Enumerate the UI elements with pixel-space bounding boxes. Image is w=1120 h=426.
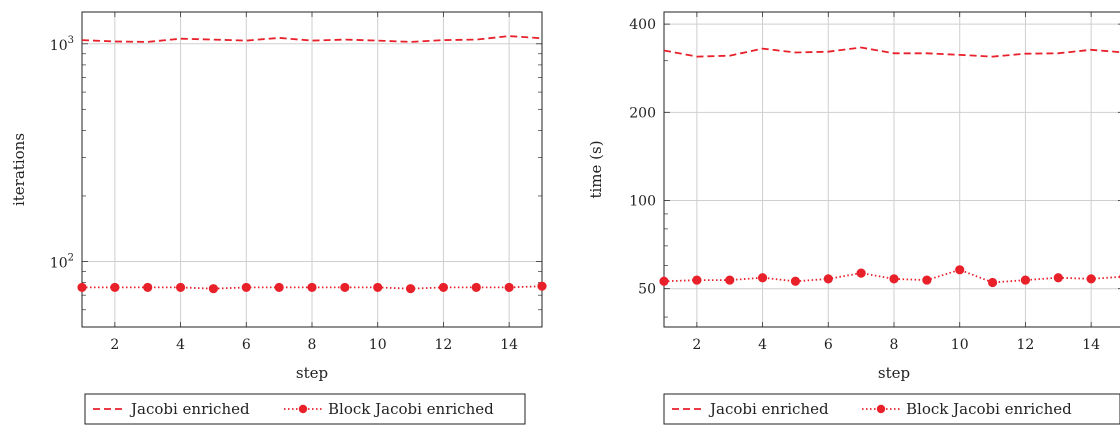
series-line-jacobi-enriched [663, 46, 1120, 58]
data-point [110, 282, 120, 293]
data-point [504, 282, 514, 293]
data-point [241, 282, 251, 293]
y-tick-label: 200 [629, 105, 656, 121]
data-point [340, 282, 350, 293]
data-point [471, 282, 481, 293]
x-tick-label: 6 [824, 337, 833, 353]
x-tick-label: 2 [692, 337, 701, 353]
y-tick-label: 103 [50, 35, 74, 54]
data-point [438, 282, 449, 293]
data-point [757, 273, 768, 283]
legend: Jacobi enriched Block Jacobi enriched [84, 393, 526, 425]
data-point [922, 275, 932, 285]
x-tick-label: 4 [176, 337, 185, 353]
x-tick-label: 12 [435, 337, 453, 353]
y-tick-label: 400 [629, 17, 656, 33]
x-tick-label: 4 [758, 337, 767, 353]
x-tick-label: 10 [951, 337, 969, 353]
data-point [823, 274, 833, 284]
x-tick-label: 10 [369, 337, 387, 353]
legend-label-block-jacobi-enriched: Block Jacobi enriched [906, 400, 1072, 418]
y-tick-label: 50 [638, 282, 656, 298]
y-tick-exponent: 3 [68, 35, 74, 46]
x-tick-label: 12 [1017, 337, 1035, 353]
x-tick-label: 14 [1082, 337, 1100, 353]
data-point [77, 282, 87, 293]
y-axis-label: iterations [10, 133, 28, 206]
data-point [856, 268, 866, 278]
y-axis-label: time (s) [587, 140, 605, 198]
data-point [373, 282, 383, 293]
data-point [537, 281, 547, 291]
legend: Jacobi enriched Block Jacobi enriched [663, 393, 1120, 425]
legend-label-jacobi-enriched: Jacobi enriched [129, 400, 250, 418]
data-point [143, 282, 153, 293]
x-tick-label: 8 [308, 337, 317, 353]
x-tick-label: 8 [890, 337, 899, 353]
data-point [1053, 273, 1063, 283]
series-line-block-jacobi-enriched [663, 268, 1120, 284]
plot-frame [663, 11, 1120, 328]
data-point [692, 275, 702, 285]
legend-marker [298, 404, 308, 414]
y-tick-exponent: 2 [68, 252, 74, 263]
data-point [955, 265, 965, 275]
data-point [889, 274, 899, 284]
data-point [987, 277, 998, 288]
legend-label-jacobi-enriched: Jacobi enriched [708, 400, 829, 418]
data-point [1020, 275, 1031, 285]
data-point [790, 276, 801, 286]
data-point [725, 275, 735, 285]
chart-right: 2 4 6 8 10 12 14 400 200 100 50 step time (s) Jacobi … [587, 11, 1120, 425]
x-tick-label: 6 [242, 337, 251, 353]
y-tick-base: 10 [50, 38, 68, 54]
data-point [175, 282, 186, 293]
data-point [659, 276, 669, 286]
data-point [274, 282, 284, 293]
legend-label-block-jacobi-enriched: Block Jacobi enriched [328, 400, 494, 418]
series-line-block-jacobi-enriched [82, 285, 543, 290]
y-tick-label: 102 [50, 252, 74, 271]
x-tick-label: 14 [500, 337, 518, 353]
data-point [307, 282, 317, 293]
x-tick-label: 2 [110, 337, 119, 353]
legend-box [663, 393, 1120, 425]
x-axis-label: step [878, 364, 910, 382]
legend-marker [876, 404, 886, 414]
plot-frame [81, 11, 543, 328]
data-point [1086, 274, 1096, 284]
y-tick-base: 10 [50, 255, 68, 271]
data-point [405, 284, 416, 294]
data-point [208, 284, 219, 294]
y-tick-label: 100 [629, 194, 656, 210]
x-axis-label: step [296, 364, 328, 382]
